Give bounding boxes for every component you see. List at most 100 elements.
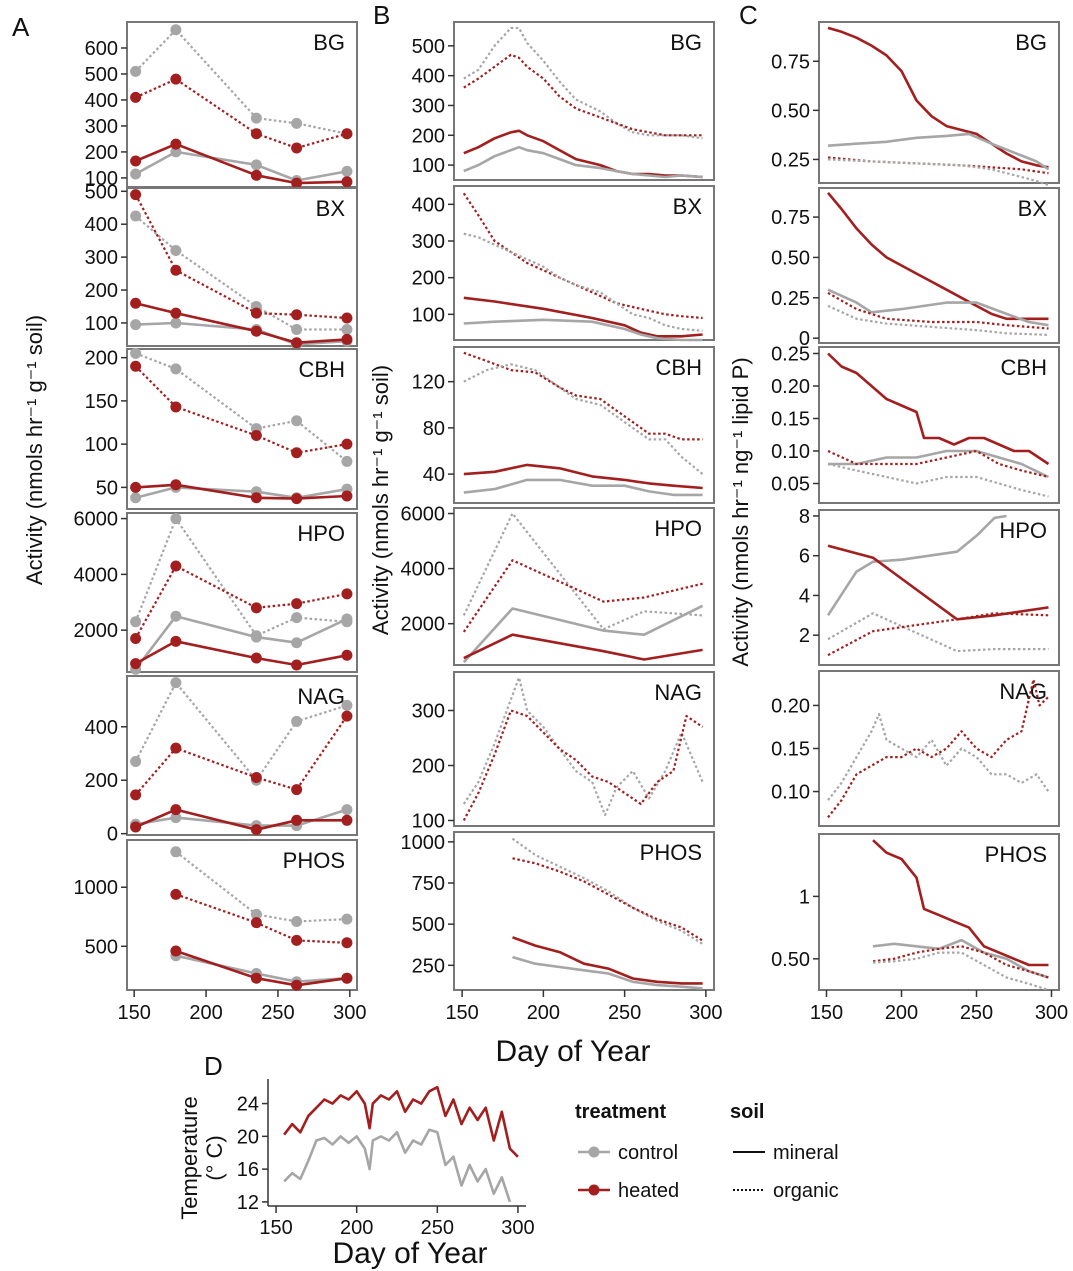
panel-b-phos-facet: 250 500 750 1000 PHOS 150 200 250 300 xyxy=(401,831,723,1024)
facet-frame xyxy=(453,21,715,181)
x-tick-label: 200 xyxy=(885,1002,918,1024)
series-control-organic xyxy=(827,158,1049,187)
data-point xyxy=(291,117,303,129)
y-tick-label: 0.05 xyxy=(771,474,810,496)
series-heated-organic xyxy=(135,78,348,150)
panel-c-hpo-facet: 2 4 6 8 HPO xyxy=(799,506,1060,666)
data-point xyxy=(130,347,142,359)
data-point xyxy=(341,649,353,661)
series-control-organic xyxy=(462,676,704,817)
y-tick-label: 0.15 xyxy=(771,409,810,431)
data-point xyxy=(170,804,182,816)
facet-label: HPO xyxy=(999,518,1047,543)
y-tick-label: 200 xyxy=(412,125,445,147)
data-point xyxy=(130,789,142,801)
y-tick-label: 200 xyxy=(412,756,445,778)
y-tick-label: 200 xyxy=(85,280,118,302)
facet-frame xyxy=(126,187,358,347)
facet-label: CBH xyxy=(1001,355,1047,380)
data-point xyxy=(250,772,262,784)
y-tick-label: 0.25 xyxy=(771,344,810,366)
y-tick-label: 600 xyxy=(85,38,118,60)
data-point xyxy=(130,481,142,493)
data-point xyxy=(130,319,142,331)
y-tick-label: 8 xyxy=(799,506,810,528)
y-tick-label: 500 xyxy=(85,181,118,203)
data-point xyxy=(130,756,142,768)
y-tick-label: 200 xyxy=(85,142,118,164)
series-control-organic xyxy=(134,215,347,331)
y-tick-label: 2 xyxy=(799,625,810,647)
series-control-organic xyxy=(827,304,1049,336)
data-point xyxy=(170,307,182,319)
facet-label: CBH xyxy=(299,357,345,382)
legend-soil-title: soil xyxy=(730,1101,764,1123)
series-heated-organic xyxy=(134,564,348,640)
data-point xyxy=(170,560,182,572)
data-point xyxy=(291,598,303,610)
series-heated-organic xyxy=(462,192,703,320)
series-control-mineral xyxy=(827,132,1050,171)
data-point xyxy=(291,612,303,624)
data-point xyxy=(291,637,303,649)
data-point xyxy=(170,677,182,689)
panel-b-ylabel: Activity (nmols hr⁻¹ g⁻¹ soil) xyxy=(368,365,393,635)
panel-a-bg-facet: 100 200 300 400 500 600 BG xyxy=(85,21,358,190)
series-control-mineral xyxy=(872,938,1049,979)
series-control-mineral xyxy=(828,449,1050,479)
series-heated-organic xyxy=(827,612,1049,657)
data-point xyxy=(170,513,182,525)
y-tick-label: 100 xyxy=(85,313,118,335)
facet-label: BX xyxy=(673,194,703,219)
y-tick-label: 0.50 xyxy=(771,247,810,269)
series-heated-organic xyxy=(463,53,703,137)
series-heated-mineral xyxy=(827,352,1050,466)
y-tick-label: 24 xyxy=(237,1094,259,1116)
panel-d-ylabel-line1: Temperature xyxy=(177,1096,202,1220)
facet-label: BX xyxy=(316,196,346,221)
data-point xyxy=(341,490,353,502)
facet-frame xyxy=(126,512,358,673)
y-tick-label: 200 xyxy=(85,348,118,370)
y-tick-label: 300 xyxy=(412,95,445,117)
facet-frame xyxy=(453,346,715,504)
x-tick-label: 150 xyxy=(259,1217,292,1239)
data-point xyxy=(250,159,262,171)
facet-frame xyxy=(818,346,1060,504)
data-point xyxy=(250,112,262,124)
data-point xyxy=(170,24,182,36)
x-tick-label: 200 xyxy=(340,1217,373,1239)
y-tick-label: 300 xyxy=(85,116,118,138)
panel-d-ylabel-line2: (° C) xyxy=(202,1135,227,1180)
facet-label: PHOS xyxy=(985,842,1047,867)
data-point xyxy=(170,635,182,647)
facet-label: HPO xyxy=(654,516,702,541)
panel-b-hpo-facet: 2000 4000 6000 HPO xyxy=(401,504,715,666)
panel-b-bg-facet: 100 200 300 400 500 BG xyxy=(412,21,715,181)
facet-frame xyxy=(453,185,715,341)
data-point xyxy=(291,324,303,336)
x-tick-label: 150 xyxy=(445,1002,478,1024)
series-control-mineral xyxy=(462,604,704,664)
y-tick-label: 6 xyxy=(799,546,810,568)
data-point xyxy=(250,325,262,337)
y-tick-label: 0 xyxy=(799,328,810,350)
y-tick-label: 500 xyxy=(412,36,445,58)
y-tick-label: 100 xyxy=(85,168,118,190)
facet-label: HPO xyxy=(297,521,345,546)
facet-frame xyxy=(126,348,358,510)
y-tick-label: 6000 xyxy=(74,509,119,531)
series-control-organic xyxy=(827,612,1049,653)
legend: treatment control heated soil mineral or… xyxy=(575,1101,839,1202)
data-point xyxy=(291,934,303,946)
x-tick-label: 300 xyxy=(333,1002,366,1024)
data-point xyxy=(250,169,262,181)
panel-a-phos-facet: 500 1000 PHOS 150 200 250 300 xyxy=(74,839,367,1024)
data-point xyxy=(341,814,353,826)
x-tick-label: 300 xyxy=(689,1002,722,1024)
series-heated-organic xyxy=(463,351,703,441)
data-point xyxy=(130,360,142,372)
x-tick-label: 250 xyxy=(261,1002,294,1024)
x-tick-label: 150 xyxy=(118,1002,151,1024)
y-tick-label: 20 xyxy=(237,1126,259,1148)
